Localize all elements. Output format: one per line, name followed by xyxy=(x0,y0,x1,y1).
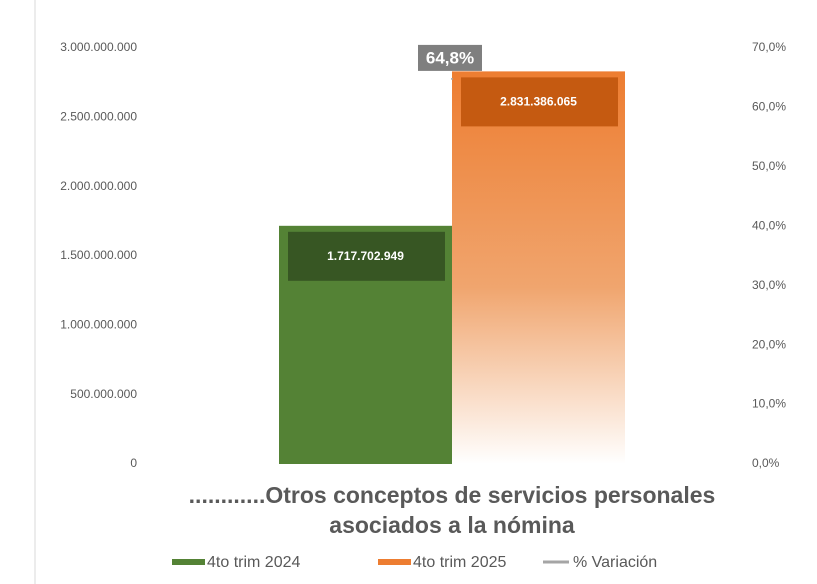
variation-point xyxy=(451,77,453,80)
y2-tick-label: 30,0% xyxy=(752,278,786,292)
y-tick-label: 2.000.000.000 xyxy=(60,179,137,193)
y2-tick-label: 20,0% xyxy=(752,337,786,351)
y-tick-label: 500.000.000 xyxy=(70,387,137,401)
y-tick-label: 1.500.000.000 xyxy=(60,248,137,262)
y-tick-label: 3.000.000.000 xyxy=(60,40,137,54)
bar xyxy=(452,71,625,464)
category-label: ............Otros conceptos de servicios… xyxy=(188,482,716,538)
y-tick-label: 0 xyxy=(130,456,137,470)
legend-swatch xyxy=(172,559,205,565)
legend-label: 4to trim 2024 xyxy=(207,554,300,571)
data-label: 1.717.702.949 xyxy=(327,249,404,263)
y2-tick-label: 50,0% xyxy=(752,159,786,173)
data-label-box xyxy=(288,231,445,281)
data-label: 2.831.386.065 xyxy=(500,95,577,109)
y2-tick-label: 40,0% xyxy=(752,218,786,232)
y-tick-label: 1.000.000.000 xyxy=(60,318,137,332)
y2-tick-label: 10,0% xyxy=(752,397,786,411)
legend-label: 4to trim 2025 xyxy=(413,554,506,571)
y2-tick-label: 60,0% xyxy=(752,100,786,114)
y2-tick-label: 70,0% xyxy=(752,40,786,54)
y-tick-label: 2.500.000.000 xyxy=(60,110,137,124)
data-label-box xyxy=(461,77,618,127)
legend-label: % Variación xyxy=(573,554,657,571)
variation-label-box xyxy=(418,44,482,71)
variation-label: 64,8% xyxy=(426,48,474,67)
y2-tick-label: 0,0% xyxy=(752,456,780,470)
legend-swatch xyxy=(378,559,411,565)
